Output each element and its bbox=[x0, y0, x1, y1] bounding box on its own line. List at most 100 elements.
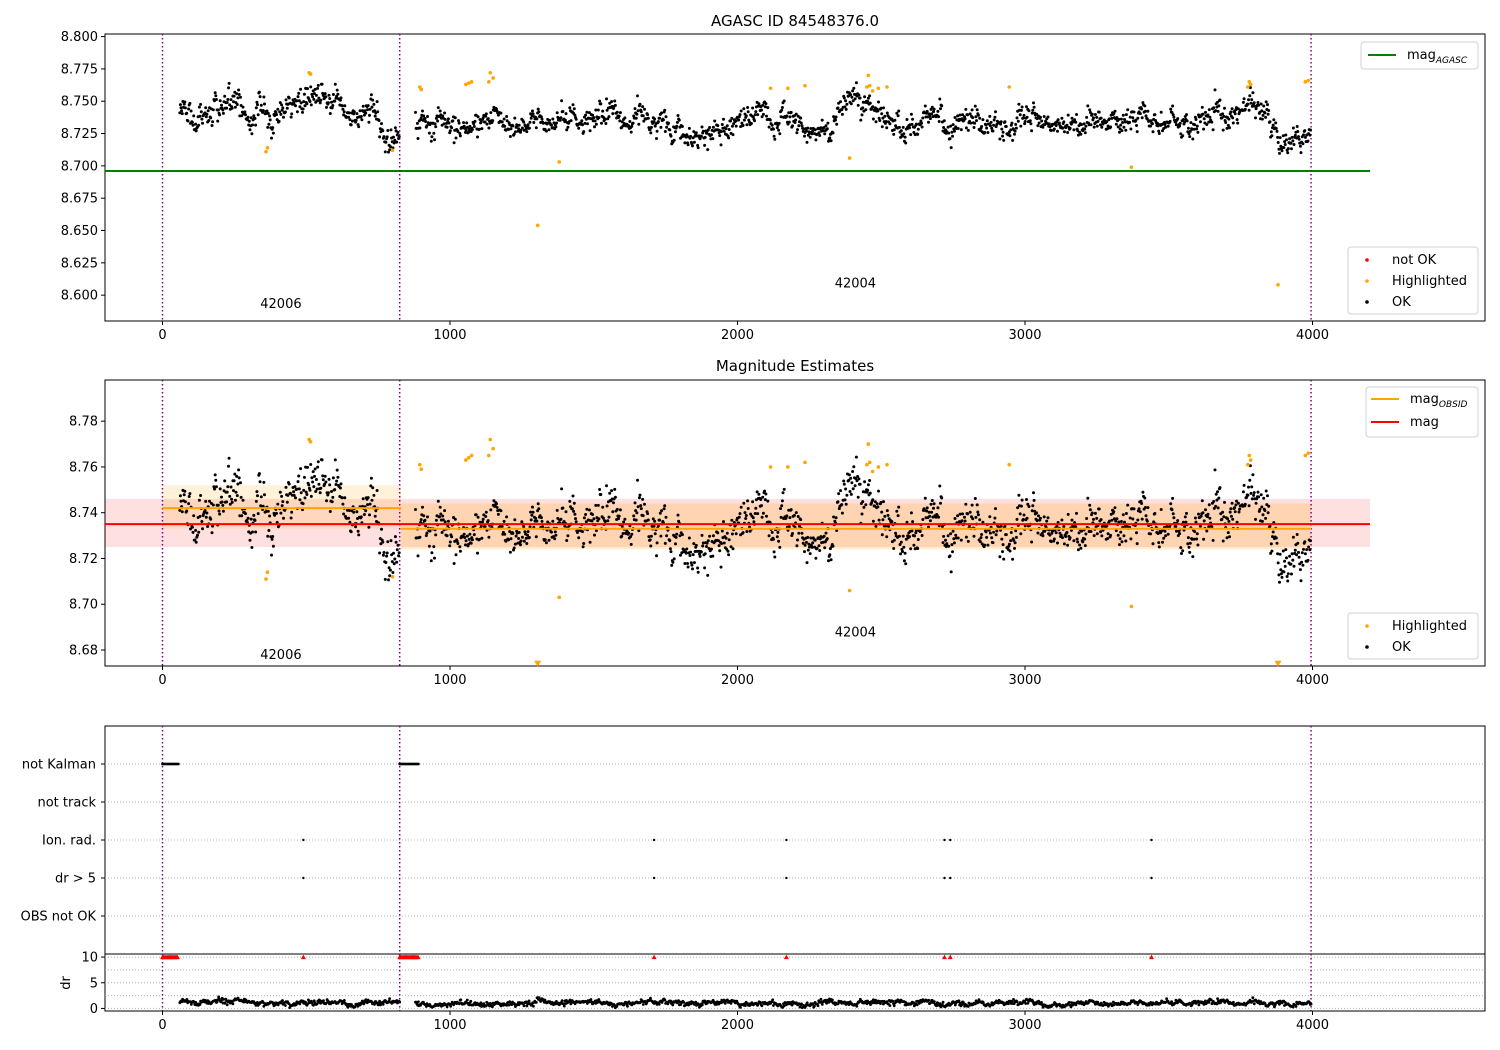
ok-point bbox=[442, 122, 446, 126]
ok-point bbox=[945, 542, 949, 546]
ok-point bbox=[1131, 517, 1135, 521]
ok-point bbox=[1207, 120, 1211, 124]
ok-point bbox=[1261, 113, 1265, 117]
y-tick-label: 8.725 bbox=[61, 127, 98, 142]
ok-point bbox=[897, 125, 901, 129]
ok-point bbox=[1000, 127, 1004, 131]
ok-point bbox=[336, 92, 340, 96]
ok-point bbox=[1135, 124, 1138, 127]
dr-point bbox=[782, 1004, 786, 1008]
dr-point bbox=[871, 1001, 874, 1005]
ok-point bbox=[1076, 133, 1080, 137]
ok-point bbox=[1042, 515, 1046, 519]
ok-point bbox=[1016, 506, 1020, 510]
ok-point bbox=[185, 509, 189, 513]
ok-point bbox=[818, 134, 822, 137]
ok-point bbox=[837, 492, 841, 496]
ok-point bbox=[636, 505, 640, 509]
ok-point bbox=[973, 104, 977, 108]
ok-point bbox=[1293, 548, 1297, 552]
ok-point bbox=[1049, 129, 1053, 132]
ok-point bbox=[887, 525, 891, 528]
ok-point bbox=[197, 530, 201, 534]
legend-swatch-ok bbox=[1365, 300, 1369, 304]
ok-point bbox=[827, 139, 830, 143]
ok-point bbox=[880, 112, 884, 116]
ok-point bbox=[289, 115, 293, 119]
ok-point bbox=[180, 112, 184, 116]
ok-point bbox=[960, 117, 964, 121]
ok-point bbox=[454, 136, 458, 140]
ok-point bbox=[1295, 533, 1299, 536]
ok-point bbox=[864, 503, 868, 507]
ok-point bbox=[1258, 507, 1262, 511]
ok-point bbox=[550, 123, 553, 127]
ok-point bbox=[419, 518, 423, 522]
ok-point bbox=[1106, 537, 1109, 541]
ok-point bbox=[241, 498, 245, 502]
ok-point bbox=[1282, 146, 1286, 150]
ok-point bbox=[1035, 519, 1039, 523]
ok-point bbox=[531, 112, 535, 116]
ok-point bbox=[246, 516, 250, 520]
ok-point bbox=[731, 133, 735, 137]
dr-point bbox=[930, 999, 934, 1002]
ok-point bbox=[1124, 539, 1128, 543]
ok-point bbox=[1028, 119, 1032, 123]
ok-point bbox=[1193, 516, 1197, 520]
dr-point bbox=[898, 1001, 902, 1004]
ok-point bbox=[554, 533, 558, 537]
ok-point bbox=[190, 120, 194, 124]
ok-point bbox=[432, 545, 436, 549]
ok-point bbox=[330, 106, 334, 110]
ok-point bbox=[958, 512, 962, 516]
ok-point bbox=[271, 126, 275, 130]
ok-point bbox=[525, 130, 529, 134]
ok-point bbox=[1235, 118, 1239, 122]
ok-point bbox=[580, 119, 584, 123]
ok-point bbox=[925, 506, 929, 510]
ok-point bbox=[638, 102, 642, 106]
highlighted-point bbox=[491, 446, 495, 451]
ok-point bbox=[547, 128, 551, 132]
ok-point bbox=[1297, 550, 1300, 554]
ok-point bbox=[691, 553, 695, 557]
ok-point bbox=[197, 123, 201, 127]
ok-point bbox=[947, 544, 951, 548]
magnitude-lines-overlay bbox=[105, 507, 1370, 530]
ok-point bbox=[1236, 121, 1240, 125]
ok-point bbox=[1291, 535, 1295, 539]
ok-point bbox=[1080, 123, 1083, 127]
ok-point bbox=[706, 539, 710, 543]
ok-point bbox=[676, 114, 680, 117]
ok-point bbox=[262, 480, 266, 484]
ok-point bbox=[691, 144, 694, 148]
ok-point bbox=[739, 505, 743, 509]
ok-point bbox=[1076, 548, 1080, 552]
ok-point bbox=[984, 530, 988, 534]
ok-point bbox=[392, 551, 395, 555]
ok-point bbox=[316, 86, 320, 90]
ok-point bbox=[822, 534, 826, 538]
ok-point bbox=[882, 500, 885, 504]
y-tick-label: 8.775 bbox=[61, 62, 98, 77]
highlighted-point bbox=[865, 462, 869, 467]
ok-point bbox=[1035, 511, 1039, 515]
ok-point bbox=[1174, 123, 1178, 127]
ok-point bbox=[730, 124, 734, 128]
ok-point bbox=[368, 107, 372, 111]
ok-point bbox=[517, 531, 521, 534]
ok-point bbox=[953, 116, 957, 119]
ok-point bbox=[450, 535, 454, 539]
ok-point bbox=[197, 105, 201, 109]
ok-point bbox=[502, 519, 506, 523]
ok-point bbox=[564, 510, 568, 514]
ok-point bbox=[503, 532, 507, 536]
ok-point bbox=[701, 541, 705, 545]
ok-point bbox=[592, 116, 596, 120]
x-tick-label: 2000 bbox=[721, 328, 754, 343]
ok-point bbox=[1211, 538, 1215, 542]
ok-point bbox=[829, 558, 833, 562]
ok-point bbox=[1264, 516, 1268, 520]
ok-point bbox=[1226, 531, 1230, 535]
